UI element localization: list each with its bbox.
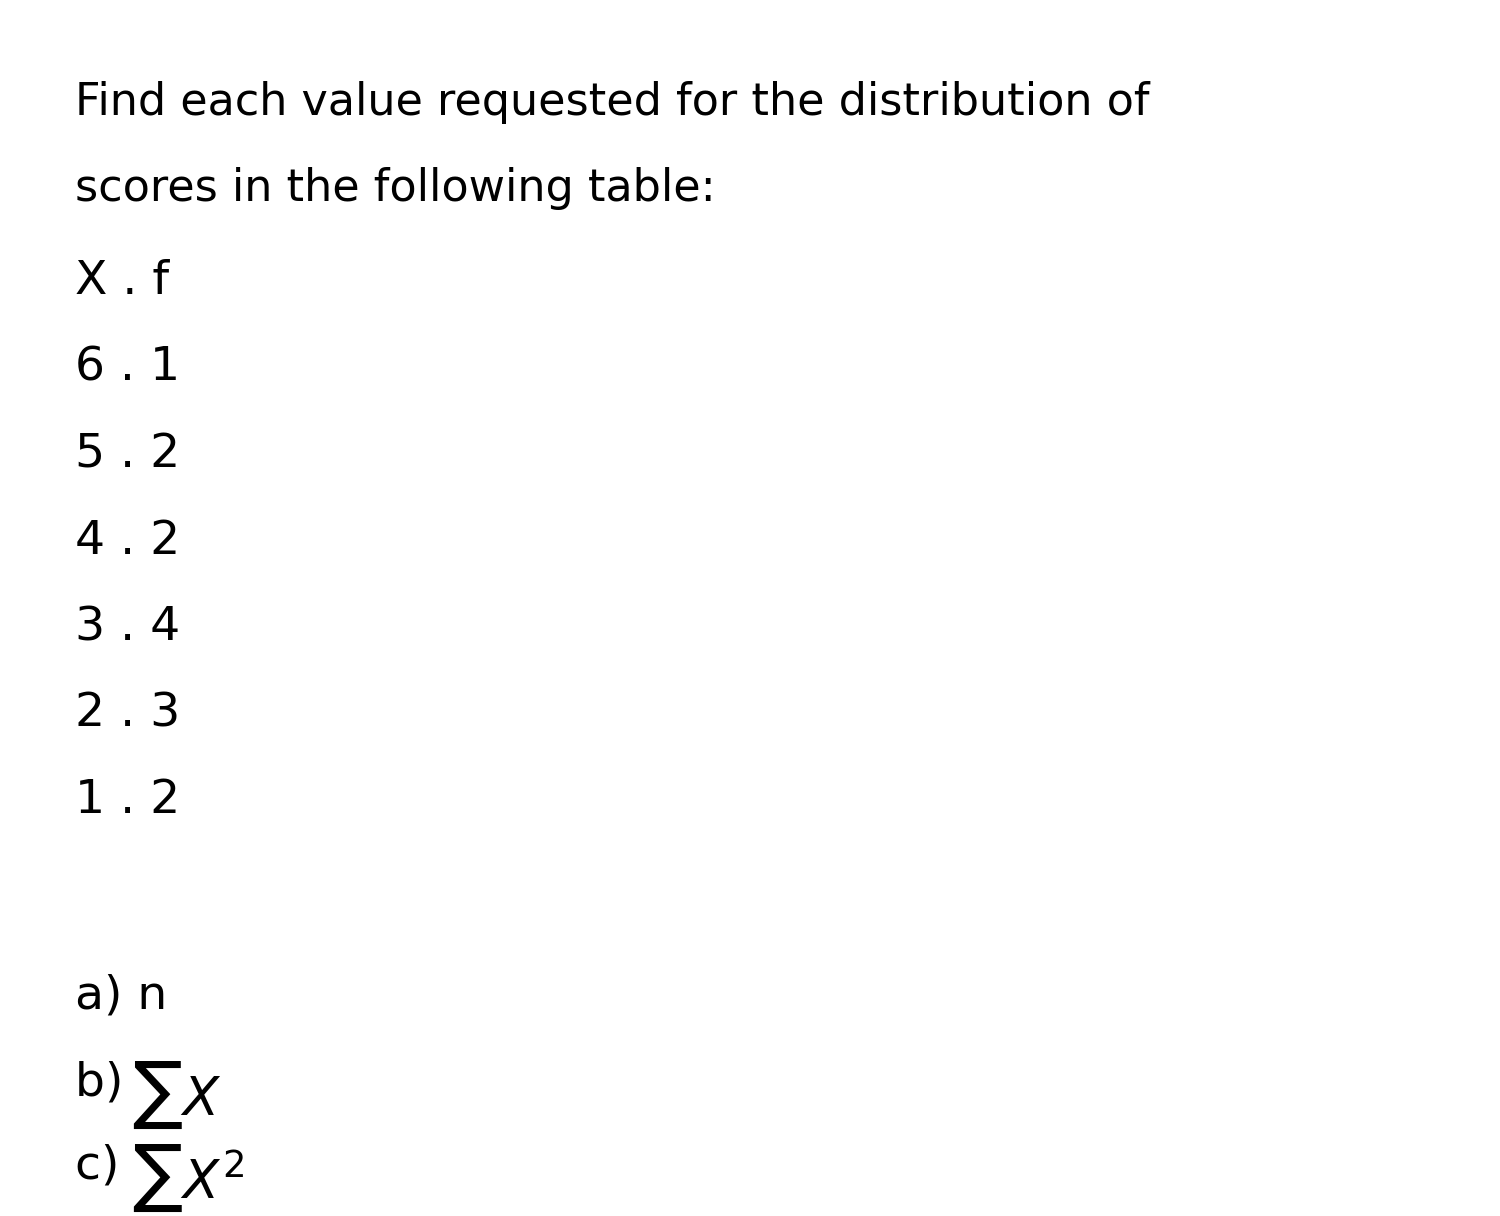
Text: scores in the following table:: scores in the following table: (75, 167, 716, 210)
Text: 2 . 3: 2 . 3 (75, 692, 180, 737)
Text: X . f: X . f (75, 259, 170, 304)
Text: 5 . 2: 5 . 2 (75, 432, 180, 477)
Text: $\sum X$: $\sum X$ (132, 1060, 222, 1131)
Text: 3 . 4: 3 . 4 (75, 606, 180, 651)
Text: 4 . 2: 4 . 2 (75, 518, 180, 563)
Text: $\sum X^2$: $\sum X^2$ (132, 1143, 244, 1215)
Text: Find each value requested for the distribution of: Find each value requested for the distri… (75, 80, 1149, 124)
Text: a) n: a) n (75, 974, 168, 1019)
Text: 6 . 1: 6 . 1 (75, 345, 180, 390)
Text: 1 . 2: 1 . 2 (75, 778, 180, 823)
Text: c): c) (75, 1143, 135, 1188)
Text: b): b) (75, 1060, 138, 1105)
